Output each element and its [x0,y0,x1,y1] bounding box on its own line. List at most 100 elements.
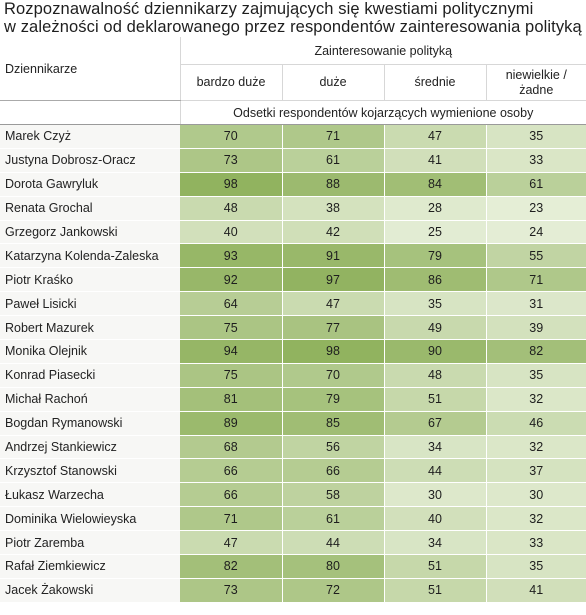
title-line-1: Rozpoznawalność dziennikarzy zajmujących… [4,0,534,18]
table-row: Rafał Ziemkiewicz 82 80 51 35 [0,554,586,579]
value-cell: 75 [180,363,283,388]
journalist-name: Monika Olejnik [0,339,180,364]
header-row-columns: bardzo duże duże średnie niewielkie / żad… [0,64,586,101]
value-cell: 31 [486,291,586,317]
value-cell: 41 [384,148,487,173]
table-row: Monika Olejnik 94 98 90 82 [0,339,586,364]
table-body: Marek Czyż 70 71 47 35 Justyna Dobrosz-Oracz 7… [0,124,586,603]
value-cell: 82 [180,554,283,579]
table-row: Robert Mazurek 75 77 49 39 [0,315,586,341]
table-row: Andrzej Stankiewicz 68 56 34 32 [0,435,586,460]
journalist-name: Bogdan Rymanowski [0,411,180,436]
value-cell: 35 [384,291,487,317]
journalist-name: Michał Rachoń [0,387,180,412]
column-group-label: Zainteresowanie polityką [180,37,586,65]
value-cell: 85 [282,411,385,436]
chart-title: Rozpoznawalność dziennikarzy zajmujących… [4,0,582,36]
journalist-name: Rafał Ziemkiewicz [0,554,180,579]
value-cell: 35 [486,124,586,149]
value-cell: 98 [180,172,283,197]
journalist-name: Marek Czyż [0,124,180,149]
value-cell: 75 [180,315,283,341]
table-row: Renata Grochal 48 38 28 23 [0,196,586,221]
table-row: Michał Rachoń 81 79 51 32 [0,387,586,412]
journalist-name: Piotr Zaremba [0,530,180,556]
value-cell: 51 [384,578,487,603]
journalist-name: Dorota Gawryluk [0,172,180,197]
journalist-name: Krzysztof Stanowski [0,458,180,484]
value-cell: 82 [486,339,586,364]
journalist-name: Katarzyna Kolenda-Zaleska [0,243,180,269]
table-row: Grzegorz Jankowski 40 42 25 24 [0,220,586,245]
value-cell: 88 [282,172,385,197]
value-cell: 73 [180,578,283,603]
value-cell: 70 [180,124,283,149]
value-cell: 40 [384,506,487,532]
value-cell: 32 [486,506,586,532]
journalist-name: Justyna Dobrosz-Oracz [0,148,180,173]
table-row: Jacek Żakowski 73 72 51 41 [0,578,586,603]
value-cell: 79 [282,387,385,412]
value-cell: 89 [180,411,283,436]
value-cell: 37 [486,458,586,484]
value-cell: 40 [180,220,283,245]
value-cell: 23 [486,196,586,221]
value-cell: 80 [282,554,385,579]
value-cell: 39 [486,315,586,341]
journalist-name: Piotr Kraśko [0,267,180,293]
column-header: niewielkie / żadne [486,64,586,101]
value-cell: 71 [486,267,586,293]
journalist-name: Konrad Piasecki [0,363,180,388]
table-row: Łukasz Warzecha 66 58 30 30 [0,482,586,508]
value-cell: 25 [384,220,487,245]
table-row: Dorota Gawryluk 98 88 84 61 [0,172,586,197]
value-cell: 46 [486,411,586,436]
value-cell: 41 [486,578,586,603]
value-cell: 47 [282,291,385,317]
value-cell: 81 [180,387,283,412]
value-cell: 84 [384,172,487,197]
value-cell: 58 [282,482,385,508]
header-row-subtitle: Odsetki respondentów kojarzących wymieni… [0,100,586,125]
value-cell: 66 [180,458,283,484]
journalist-name: Łukasz Warzecha [0,482,180,508]
value-cell: 47 [384,124,487,149]
value-cell: 93 [180,243,283,269]
value-cell: 30 [486,482,586,508]
journalist-name: Dominika Wielowieyska [0,506,180,532]
value-cell: 48 [384,363,487,388]
journalist-name: Robert Mazurek [0,315,180,341]
row-header-label: Dziennikarze [0,37,181,101]
value-cell: 67 [384,411,487,436]
value-cell: 55 [486,243,586,269]
table-row: Piotr Kraśko 92 97 86 71 [0,267,586,293]
value-cell: 86 [384,267,487,293]
title-line-2: w zależności od deklarowanego przez resp… [4,18,582,36]
value-cell: 94 [180,339,283,364]
journalist-name: Andrzej Stankiewicz [0,435,180,460]
table-row: Marek Czyż 70 71 47 35 [0,124,586,149]
value-cell: 66 [282,458,385,484]
value-cell: 90 [384,339,487,364]
table-subtitle: Odsetki respondentów kojarzących wymieni… [180,100,586,125]
table-row: Krzysztof Stanowski 66 66 44 37 [0,458,586,484]
value-cell: 34 [384,435,487,460]
value-cell: 68 [180,435,283,460]
value-cell: 44 [282,530,385,556]
journalist-name: Paweł Lisicki [0,291,180,317]
journalist-name: Grzegorz Jankowski [0,220,180,245]
value-cell: 61 [282,148,385,173]
value-cell: 91 [282,243,385,269]
table-row: Justyna Dobrosz-Oracz 73 61 41 33 [0,148,586,173]
value-cell: 30 [384,482,487,508]
table-row: Piotr Zaremba 47 44 34 33 [0,530,586,556]
value-cell: 61 [282,506,385,532]
value-cell: 51 [384,387,487,412]
table-row: Konrad Piasecki 75 70 48 35 [0,363,586,388]
table-row: Katarzyna Kolenda-Zaleska 93 91 79 55 [0,243,586,269]
value-cell: 32 [486,435,586,460]
column-header: średnie [384,64,487,101]
table-row: Paweł Lisicki 64 47 35 31 [0,291,586,317]
value-cell: 51 [384,554,487,579]
